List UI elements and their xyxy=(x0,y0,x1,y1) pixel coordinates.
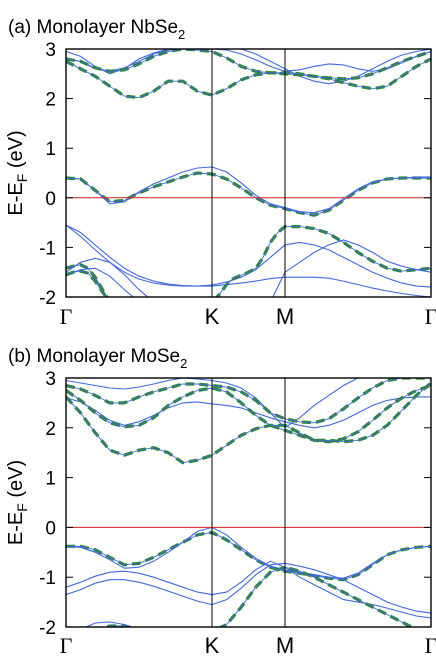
panel-title-text: (a) Monolayer NbSe xyxy=(8,17,178,38)
y-tick-label: 3 xyxy=(45,369,56,390)
x-tick-label: Γ xyxy=(60,633,73,658)
y-tick-label: -2 xyxy=(39,618,56,639)
y-tick-label: 0 xyxy=(45,189,56,210)
y-axis-label-unit: (eV) xyxy=(5,130,27,173)
x-tick-label: Γ xyxy=(60,304,73,329)
band-wannier-overlay xyxy=(66,226,431,297)
y-tick-label: 3 xyxy=(45,40,56,61)
band-wannier-overlay xyxy=(66,382,431,464)
y-axis-label-subscript: F xyxy=(14,503,30,512)
band-wannier-overlay xyxy=(66,172,431,216)
band-line xyxy=(66,378,362,429)
y-axis-label-main: E-E xyxy=(5,512,27,545)
band-wannier-overlay xyxy=(66,51,431,99)
x-tick-label: M xyxy=(276,633,294,658)
band-wannier-overlay xyxy=(66,531,431,581)
bands xyxy=(66,378,431,627)
band-line xyxy=(66,560,431,619)
band-line xyxy=(66,224,431,297)
y-tick-label: 0 xyxy=(45,518,56,539)
band-line xyxy=(66,526,431,579)
x-tick-label: M xyxy=(276,304,294,329)
band-wannier-overlay xyxy=(66,385,431,443)
band-line xyxy=(66,239,431,297)
y-tick-label: -1 xyxy=(39,568,56,589)
y-tick-label: 2 xyxy=(45,419,56,440)
y-tick-label: -2 xyxy=(39,288,56,309)
band-line xyxy=(66,166,431,214)
y-axis-label-unit: (eV) xyxy=(5,460,27,503)
x-tick-label: K xyxy=(205,304,220,329)
panel-title: (b) Monolayer MoSe2 xyxy=(8,346,187,371)
y-axis-label-subscript: F xyxy=(14,174,30,183)
band-line xyxy=(84,621,134,627)
x-tick-label: Γ xyxy=(425,304,436,329)
y-axis-label: E-EF (eV) xyxy=(5,130,30,215)
panel-title-subscript: 2 xyxy=(180,356,187,371)
plot-frame xyxy=(65,48,432,298)
band-line xyxy=(66,224,431,288)
band-wannier-overlay xyxy=(66,270,107,297)
band-line xyxy=(66,267,134,297)
band-dft-dashed xyxy=(66,49,431,100)
band-wannier-overlay xyxy=(66,378,431,424)
bands xyxy=(66,49,431,297)
y-axis-label: E-EF (eV) xyxy=(5,460,30,545)
y-tick-label: -1 xyxy=(39,238,56,259)
band-dft-dashed xyxy=(98,565,416,627)
x-tick-label: K xyxy=(205,633,220,658)
panel-title-text: (b) Monolayer MoSe xyxy=(8,346,180,367)
y-tick-label: 1 xyxy=(45,139,56,160)
panel-title-subscript: 2 xyxy=(178,27,185,42)
band-dft-dashed xyxy=(66,171,431,217)
x-tick-label: Γ xyxy=(425,633,436,658)
panel-title: (a) Monolayer NbSe2 xyxy=(8,17,185,42)
y-tick-label: 1 xyxy=(45,469,56,490)
band-dft-dashed xyxy=(66,225,431,297)
y-tick-label: 2 xyxy=(45,90,56,111)
y-axis-label-main: E-E xyxy=(5,182,27,215)
band-wannier-overlay xyxy=(66,49,431,90)
band-line xyxy=(66,49,431,72)
plot-frame xyxy=(65,377,432,628)
band-dft-dashed xyxy=(66,530,431,582)
band-line xyxy=(66,562,431,614)
